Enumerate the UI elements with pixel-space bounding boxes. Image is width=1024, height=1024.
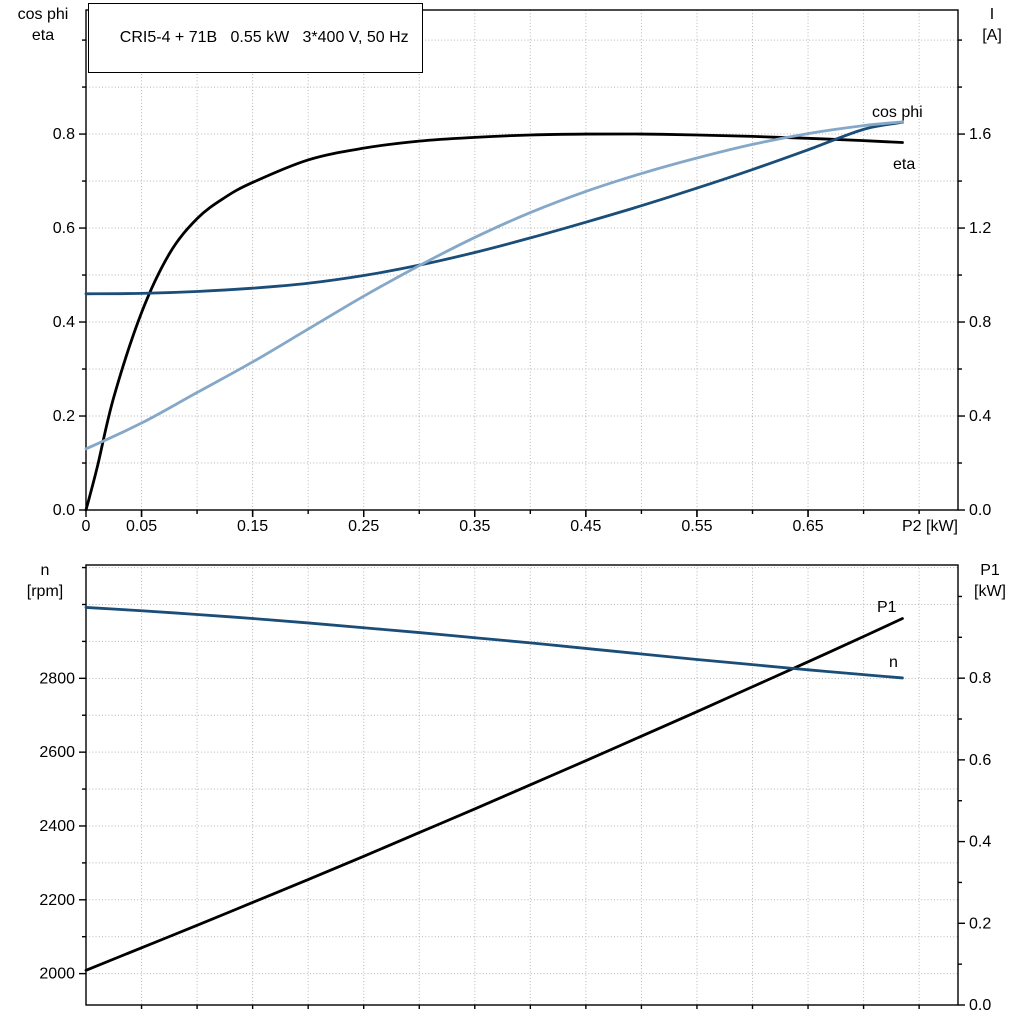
curve-eta <box>84 132 904 512</box>
right-axis-tick-label: 1.6 <box>969 126 991 143</box>
left-axis-tick-label: 0.8 <box>53 126 75 143</box>
right-axis-tick-label: 0.6 <box>969 752 991 769</box>
left-axis-tick-label: 0.6 <box>53 220 75 237</box>
curve-label-n: n <box>889 654 898 671</box>
x-axis-tick-label: 0.35 <box>459 518 490 535</box>
axis-title-line: P1 <box>980 562 1000 579</box>
x-axis-tick-label: 0.45 <box>570 518 601 535</box>
left-axis-tick-label: 2400 <box>39 818 75 835</box>
bottom-left-axis-title: n [rpm] <box>8 560 82 602</box>
right-axis-tick-label: 0.4 <box>969 834 991 851</box>
left-axis-tick-label: 2800 <box>39 670 75 687</box>
right-axis-tick-label: 0.8 <box>969 314 991 331</box>
left-axis-tick-label: 2000 <box>39 966 75 983</box>
x-axis-tick-label: 0.15 <box>237 518 268 535</box>
x-axis-tick-label: 0.05 <box>126 518 157 535</box>
curve-n <box>84 606 904 680</box>
axis-title-line: cos phi <box>17 6 69 23</box>
left-axis-tick-label: 0.4 <box>53 314 75 331</box>
right-axis-tick-label: 0.4 <box>969 408 991 425</box>
axis-title-line: [rpm] <box>26 583 64 600</box>
right-axis-tick-label: 0.0 <box>969 502 991 519</box>
axis-title-line: eta <box>31 27 55 44</box>
motor-electrical-chart: 0 0.05 0.15 0.25 0.35 0.45 0.55 0.65 P2 [kW] 0.0 0… <box>53 9 991 535</box>
curve-label-eta: eta <box>893 156 915 173</box>
curve-p1 <box>84 617 904 972</box>
x-axis-tick-label: 0.25 <box>348 518 379 535</box>
chart-title-box: CRI5-4 + 71B 0.55 kW 3*400 V, 50 Hz <box>88 3 423 73</box>
left-axis-tick-label: 2200 <box>39 892 75 909</box>
right-axis-tick-label: 0.2 <box>969 915 991 932</box>
x-axis-tick-label: 0.65 <box>792 518 823 535</box>
plot-border <box>85 564 959 1006</box>
speed-power-chart: 2000 2200 2400 2600 2800 0.0 0.2 0.4 0.6 0.8 P1 n <box>39 564 991 1014</box>
top-left-axis-title: cos phi eta <box>2 4 84 46</box>
curve-cos-phi <box>84 120 904 451</box>
left-axis-tick-label: 2600 <box>39 744 75 761</box>
bottom-right-axis-title: P1 [kW] <box>960 560 1020 602</box>
right-axis-tick-label: 0.8 <box>969 670 991 687</box>
axis-title-line: n <box>40 562 50 579</box>
axis-title-line: [A] <box>982 27 1002 44</box>
plot-border <box>85 9 959 511</box>
curve-current <box>84 120 904 296</box>
right-axis-tick-label: 1.2 <box>969 220 991 237</box>
curve-label-cos-phi: cos phi <box>872 104 923 121</box>
x-axis-unit-label: P2 [kW] <box>902 518 958 535</box>
top-right-axis-title: I [A] <box>964 4 1020 46</box>
axis-title-line: [kW] <box>974 583 1006 600</box>
axis-title-line: I <box>989 6 995 23</box>
chart-title: CRI5-4 + 71B 0.55 kW 3*400 V, 50 Hz <box>119 29 409 46</box>
right-axis-tick-label: 0.0 <box>969 997 991 1014</box>
left-axis-tick-label: 0.2 <box>53 408 75 425</box>
x-axis-tick-label: 0 <box>82 518 91 535</box>
left-axis-tick-label: 0.0 <box>53 502 75 519</box>
curve-label-p1: P1 <box>877 599 897 616</box>
x-axis-tick-label: 0.55 <box>681 518 712 535</box>
